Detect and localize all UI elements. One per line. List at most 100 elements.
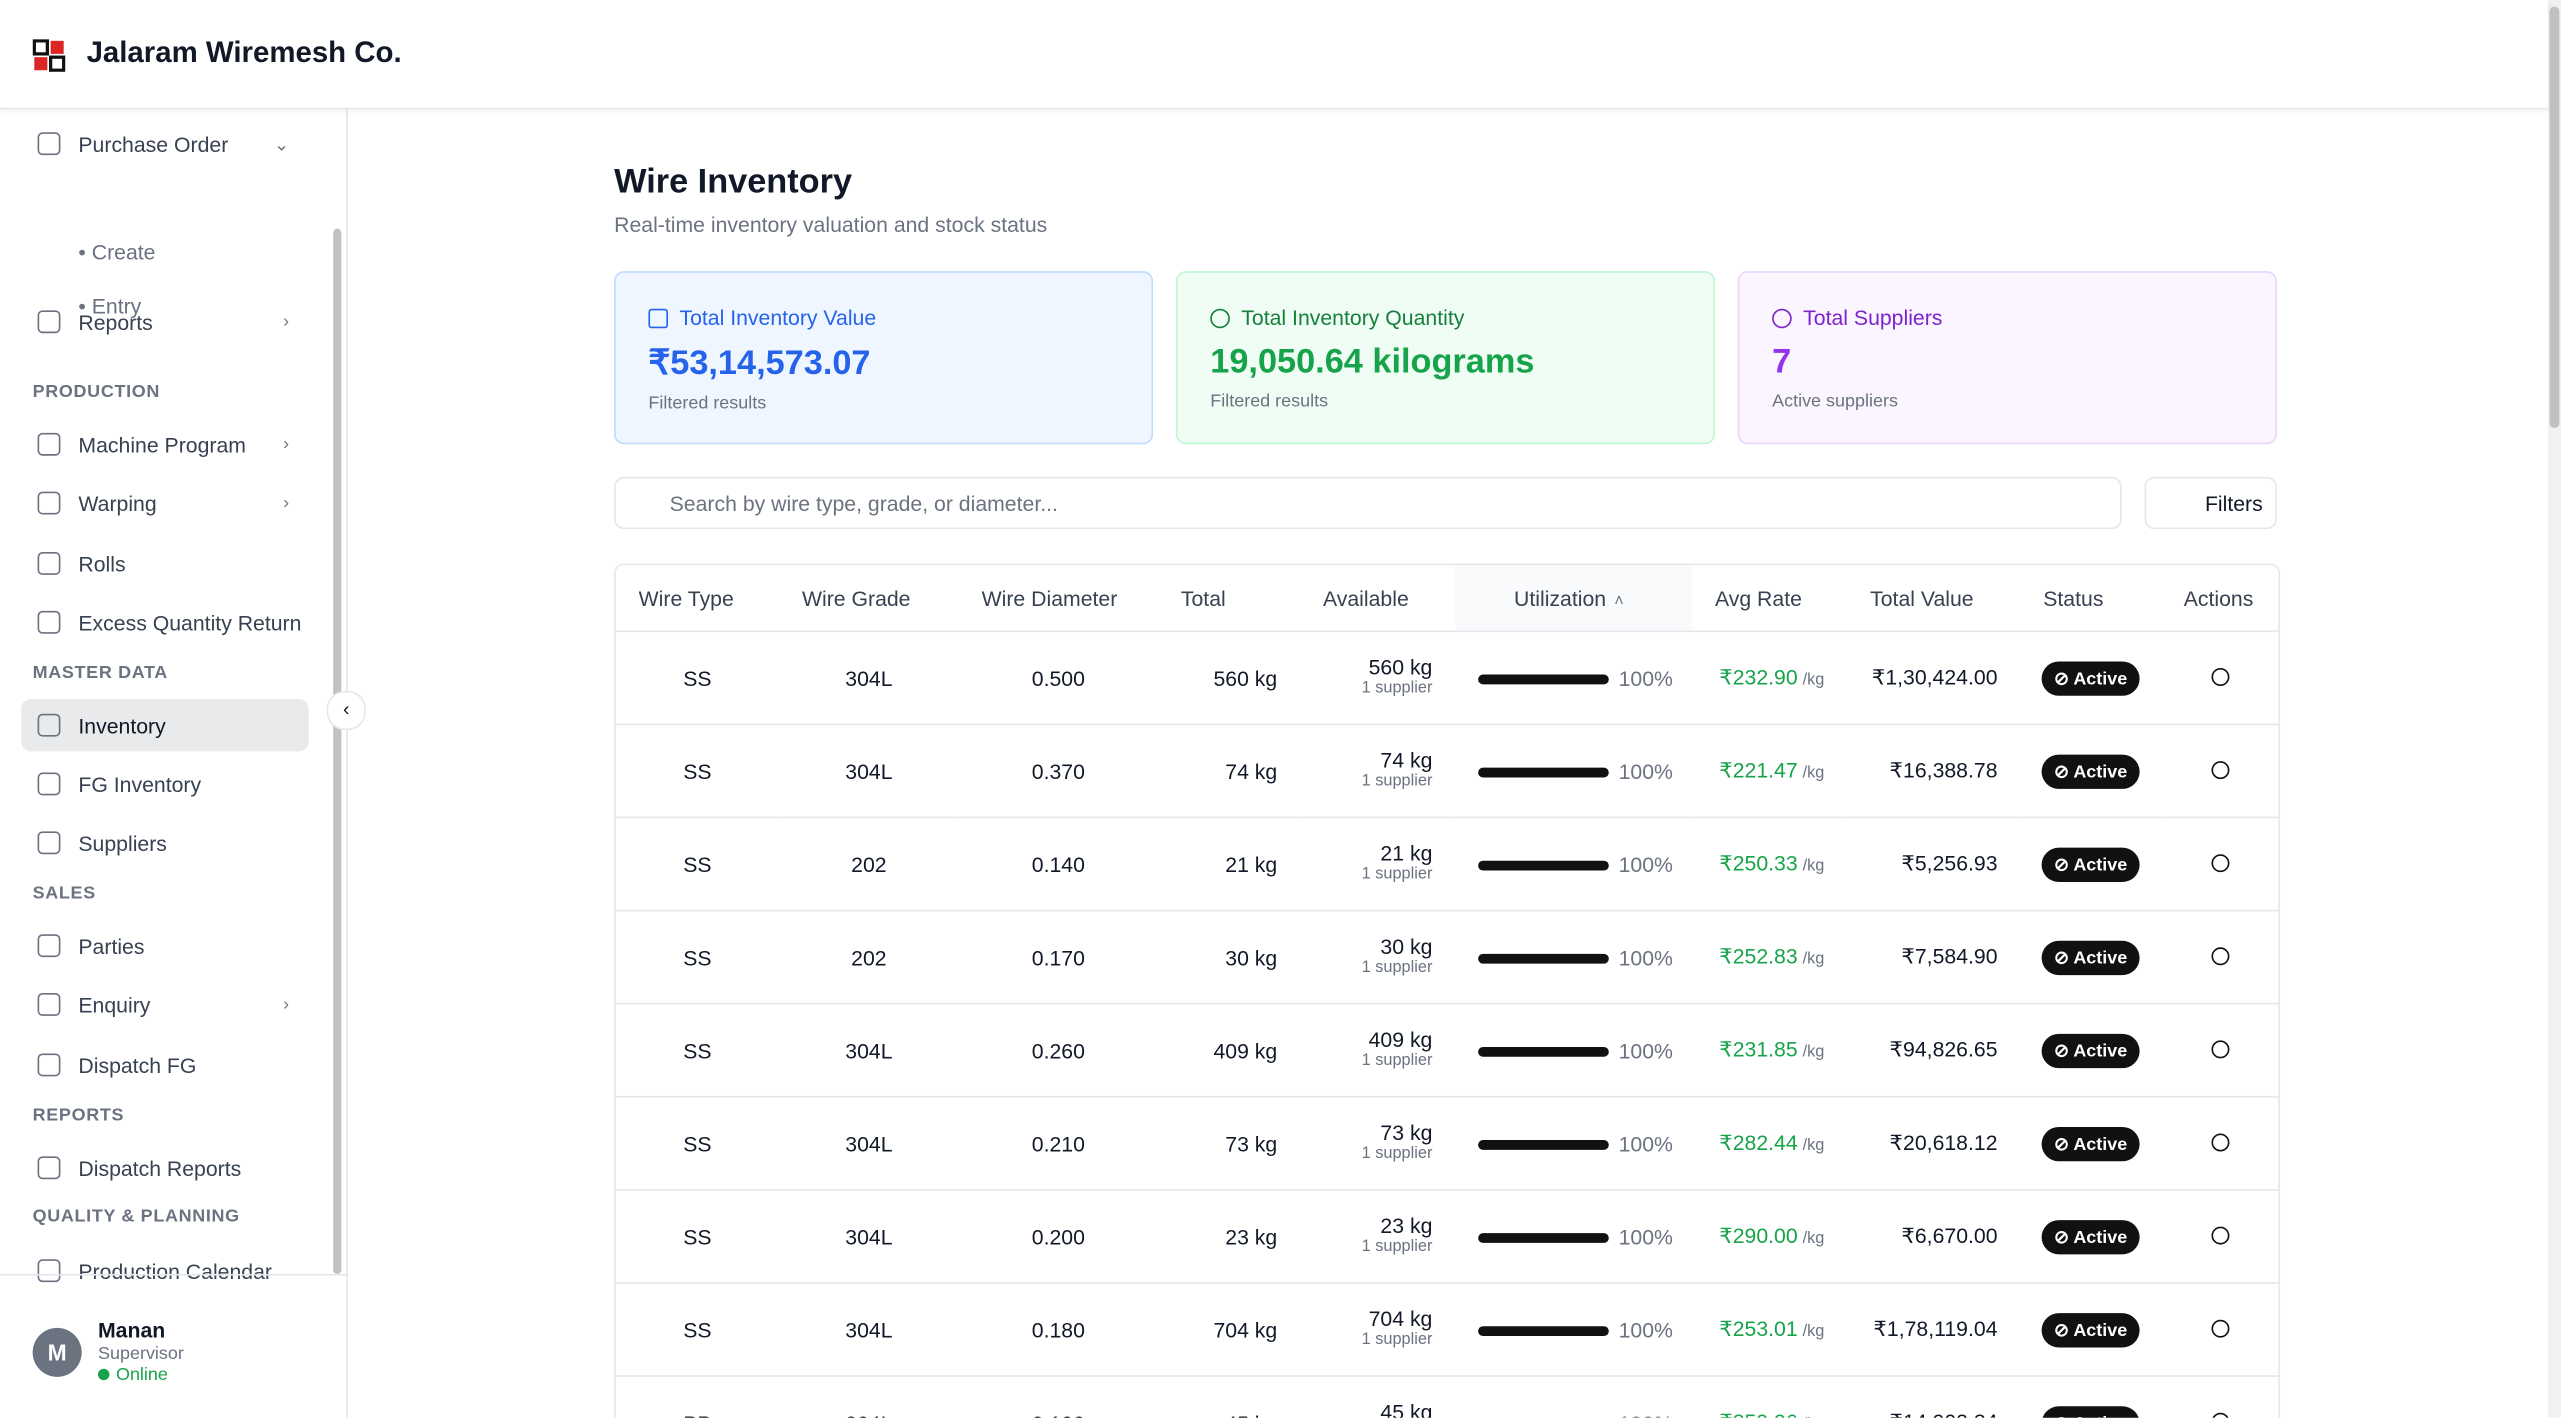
nav-item[interactable]: Rolls [21, 537, 308, 589]
supplier-count: 1 supplier [1361, 1051, 1433, 1070]
nav-label: Parties [78, 933, 145, 958]
cell [2160, 1098, 2279, 1191]
stat-card: Total Inventory Quantity 19,050.64 kilogr… [1175, 271, 1715, 445]
status-dot [97, 1368, 110, 1381]
history-action[interactable] [2210, 1132, 2229, 1151]
history-action[interactable] [2210, 1039, 2229, 1058]
user-name: Manan [97, 1318, 166, 1343]
utilization-text: 100% [1619, 1410, 1673, 1417]
nav-icon [37, 132, 61, 156]
cell: 0.180 [958, 1284, 1159, 1377]
history-action[interactable] [2210, 853, 2229, 872]
nav-label: Dispatch Reports [78, 1155, 242, 1181]
nav-item[interactable]: Machine Program › [21, 418, 308, 470]
history-action[interactable] [2210, 946, 2229, 965]
rate-unit: /kg [1802, 857, 1825, 876]
cell: SS [615, 911, 780, 1005]
nav-item[interactable]: Warping › [21, 477, 308, 529]
cell: ₹1,78,119.04 [1847, 1284, 2021, 1377]
nav-item[interactable]: Enquiry › [21, 978, 308, 1030]
logo [32, 39, 66, 72]
utilization-bar [1478, 860, 1609, 871]
cell: SS [615, 632, 780, 726]
nav-label: Rolls [78, 551, 126, 576]
nav-item[interactable]: Purchase Order ⌄ [21, 118, 308, 170]
status-badge: ⊘ Active [2040, 846, 2141, 882]
cell: ₹282.44/kg [1692, 1098, 1848, 1191]
card-label: Total Inventory Value [648, 305, 1118, 330]
history-action[interactable] [2210, 760, 2229, 779]
cell [2161, 1377, 2279, 1418]
history-action[interactable] [2210, 1411, 2229, 1418]
nav-label: Reports [78, 309, 153, 335]
filters-button[interactable]: Filters [2144, 476, 2277, 530]
rate-unit: /kg [1802, 950, 1825, 969]
cell: 23 kg 1 supplier [1300, 1191, 1456, 1284]
history-action[interactable] [2210, 667, 2229, 686]
cell [2160, 632, 2279, 726]
utilization-text: 100% [1618, 1317, 1673, 1342]
nav-icon [37, 432, 61, 456]
status-badge: ⊘ Active [2040, 1312, 2141, 1347]
table-row: PP304L0.19045 kg45 kg1 supplier100%₹359.… [616, 1377, 2279, 1418]
card-label-text: Total Suppliers [1803, 305, 1943, 330]
table-row: SS 304L 0.370 74 kg 74 kg 1 supplier 100% ₹221.… [615, 725, 2279, 819]
column-header[interactable]: Total Value [1847, 565, 2021, 633]
collapse-button[interactable]: ‹ [326, 690, 366, 731]
card-icon [1772, 307, 1792, 328]
column-header[interactable]: Wire Diameter [958, 565, 1159, 633]
cell: 704 kg [1158, 1284, 1301, 1377]
nav-item[interactable]: Parties [21, 920, 308, 972]
column-header[interactable]: Available [1300, 565, 1456, 633]
column-header[interactable]: Avg Rate [1692, 565, 1848, 633]
cell: ₹94,826.65 [1847, 1004, 2021, 1098]
nav-item[interactable]: Inventory [21, 699, 309, 752]
nav-item[interactable]: Excess Quantity Return [21, 596, 308, 648]
column-header[interactable]: Utilization ˄ [1455, 565, 1693, 633]
nav-item[interactable]: Dispatch Reports [21, 1142, 308, 1194]
cell: 100% [1455, 632, 1693, 726]
column-header[interactable]: Status [2020, 565, 2161, 633]
cell: 0.190 [959, 1377, 1158, 1417]
cell: 0.140 [958, 818, 1159, 912]
nav-item[interactable]: Suppliers [21, 817, 308, 869]
sub-nav-item[interactable]: • Entry [78, 293, 142, 319]
column-header[interactable]: Wire Grade [779, 565, 959, 633]
cell: 304L [779, 1284, 959, 1377]
user-panel[interactable]: M Manan Supervisor Online [0, 1273, 347, 1418]
cell: 21 kg 1 supplier [1300, 818, 1456, 912]
cell [2160, 818, 2279, 912]
cell: SS [615, 1098, 780, 1191]
nav-item[interactable]: Reports › [21, 296, 308, 348]
cell: 30 kg [1158, 911, 1301, 1005]
user-role: Supervisor [97, 1344, 184, 1364]
utilization-text: 100% [1618, 758, 1673, 784]
nav-item[interactable]: Production Calendar [21, 1245, 308, 1297]
nav-item[interactable]: FG Inventory [21, 758, 308, 810]
cell: 74 kg [1158, 725, 1301, 819]
column-header[interactable]: Wire Type [615, 565, 780, 633]
cell: 100% [1455, 1284, 1693, 1377]
sub-nav-item[interactable]: • Create [78, 240, 156, 265]
table-row: SS 304L 0.210 73 kg 73 kg 1 supplier 100% ₹282.… [615, 1098, 2279, 1191]
available-qty: 23 kg [1380, 1213, 1433, 1239]
card-value: 7 [1772, 342, 1792, 381]
nav-item[interactable]: Dispatch FG [21, 1039, 308, 1091]
search-input[interactable]: Search by wire type, grade, or diameter.… [614, 476, 2122, 530]
inventory-table: Wire Type Wire Grade Wire Diameter Total Ava… [614, 563, 2281, 1418]
cell: 73 kg [1158, 1098, 1301, 1191]
avg-rate: ₹250.33 [1719, 850, 1798, 876]
table-row: SS 304L 0.260 409 kg 409 kg 1 supplier 100% ₹23… [615, 1004, 2279, 1098]
available-qty: 560 kg [1368, 654, 1433, 680]
supplier-count: 1 supplier [1361, 772, 1433, 791]
cell: ₹250.33/kg [1692, 818, 1848, 912]
chevron: › [283, 994, 290, 1015]
card-label-text: Total Inventory Quantity [1241, 305, 1465, 330]
cell: ⊘ Active [2020, 818, 2161, 912]
history-action[interactable] [2210, 1318, 2229, 1337]
column-header[interactable]: Total [1158, 565, 1301, 633]
utilization-bar [1478, 1047, 1609, 1057]
column-header[interactable]: Actions [2160, 565, 2279, 633]
history-action[interactable] [2210, 1225, 2229, 1244]
cell: 304L [779, 1377, 959, 1417]
